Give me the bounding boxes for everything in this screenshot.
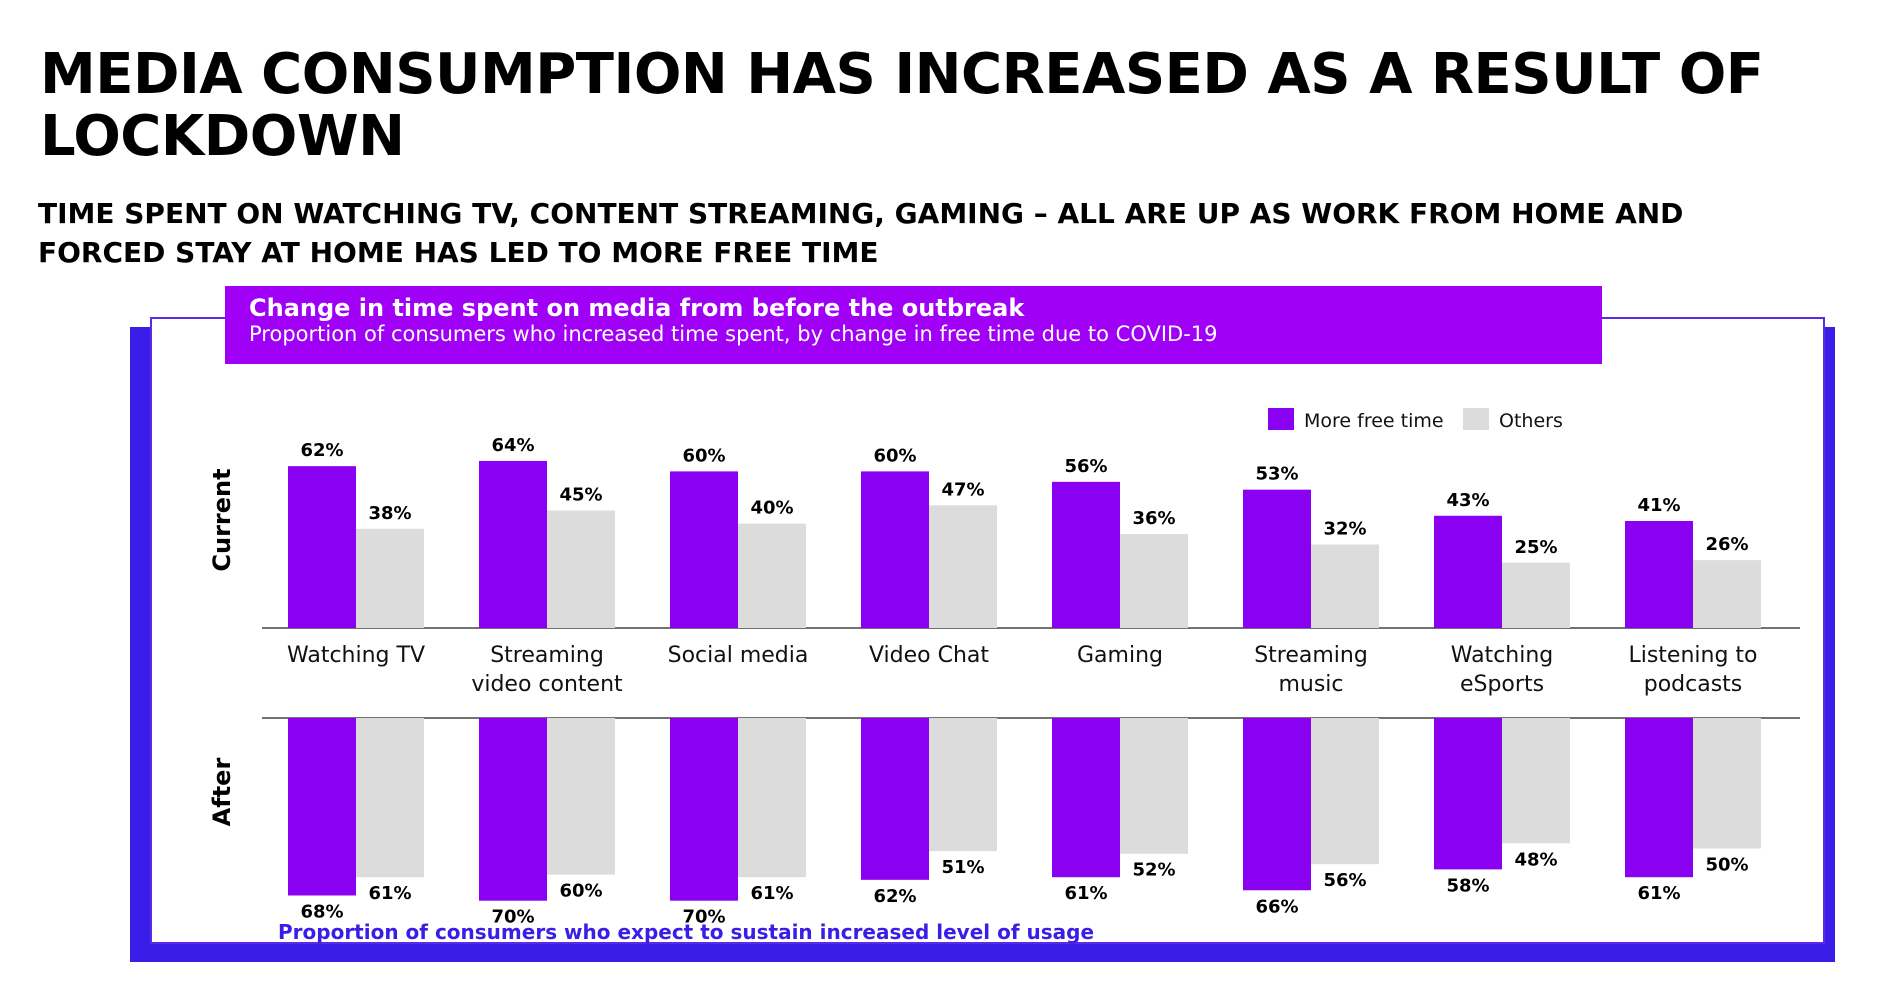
data-label-after: 68% xyxy=(300,901,343,922)
data-label-after: 70% xyxy=(491,907,534,928)
category-label: Listening to xyxy=(1628,643,1757,668)
page-title: MEDIA CONSUMPTION HAS INCREASED AS A RES… xyxy=(40,42,1764,169)
data-label-after: 66% xyxy=(1255,896,1298,917)
bar-after-more-free-time xyxy=(670,718,738,901)
data-label-after: 60% xyxy=(559,881,602,902)
data-label-current: 32% xyxy=(1323,518,1366,539)
data-label-current: 64% xyxy=(491,435,534,456)
bar-after-others xyxy=(547,718,615,875)
data-label-after: 62% xyxy=(873,886,916,907)
data-label-after: 61% xyxy=(1064,883,1107,904)
legend-swatch-more-free-time xyxy=(1268,408,1294,430)
data-label-current: 26% xyxy=(1705,534,1748,555)
data-label-after: 52% xyxy=(1132,860,1175,881)
data-label-current: 36% xyxy=(1132,508,1175,529)
chart-header: Change in time spent on media from befor… xyxy=(225,286,1602,364)
chart-subtitle: Proportion of consumers who increased ti… xyxy=(249,322,1218,346)
bar-current-others xyxy=(1311,544,1379,628)
category-label: Watching xyxy=(1451,643,1554,668)
data-label-current: 47% xyxy=(941,479,984,500)
bar-after-more-free-time xyxy=(1434,718,1502,870)
bar-current-others xyxy=(547,510,615,628)
bar-current-others xyxy=(1120,534,1188,628)
bar-current-more-free-time xyxy=(670,471,738,628)
bar-after-others xyxy=(929,718,997,852)
bar-after-more-free-time xyxy=(1052,718,1120,878)
bar-current-others xyxy=(356,528,424,628)
bar-current-more-free-time xyxy=(861,471,929,628)
panel-label-after: After xyxy=(208,758,236,827)
category-label: Video Chat xyxy=(869,643,989,668)
bar-current-others xyxy=(1693,560,1761,628)
data-label-current: 45% xyxy=(559,485,602,506)
data-label-after: 70% xyxy=(682,907,725,928)
data-label-current: 25% xyxy=(1514,537,1557,558)
data-label-after: 51% xyxy=(941,857,984,878)
category-label: Streaming xyxy=(1254,643,1368,668)
category-label: Streaming xyxy=(490,643,604,668)
page-subtitle: TIME SPENT ON WATCHING TV, CONTENT STREA… xyxy=(38,197,1684,269)
bar-after-others xyxy=(1120,718,1188,854)
data-label-current: 38% xyxy=(368,503,411,524)
bar-after-more-free-time xyxy=(861,718,929,880)
category-label: eSports xyxy=(1460,672,1544,697)
bar-current-others xyxy=(929,505,997,628)
data-label-current: 60% xyxy=(873,445,916,466)
bar-after-others xyxy=(1311,718,1379,865)
data-label-current: 40% xyxy=(750,498,793,519)
data-label-after: 50% xyxy=(1705,855,1748,876)
category-label: video content xyxy=(471,672,623,697)
data-label-current: 62% xyxy=(300,440,343,461)
bar-current-more-free-time xyxy=(479,460,547,628)
data-label-current: 56% xyxy=(1064,456,1107,477)
bar-after-more-free-time xyxy=(1625,718,1693,878)
bar-current-more-free-time xyxy=(1625,520,1693,628)
data-label-current: 41% xyxy=(1637,495,1680,516)
bar-after-others xyxy=(1693,718,1761,849)
data-label-current: 53% xyxy=(1255,464,1298,485)
data-label-after: 61% xyxy=(368,883,411,904)
bar-after-others xyxy=(356,718,424,878)
bar-current-more-free-time xyxy=(1434,515,1502,628)
legend-swatch-others xyxy=(1463,408,1489,430)
data-label-after: 61% xyxy=(1637,883,1680,904)
data-label-after: 48% xyxy=(1514,849,1557,870)
bar-current-more-free-time xyxy=(1052,481,1120,628)
bar-current-more-free-time xyxy=(288,466,356,628)
data-label-after: 56% xyxy=(1323,870,1366,891)
category-label: Watching TV xyxy=(287,643,425,668)
bar-current-others xyxy=(1502,562,1570,628)
bar-current-others xyxy=(738,523,806,628)
category-label: podcasts xyxy=(1644,672,1743,697)
legend-label-others: Others xyxy=(1499,410,1563,432)
bar-after-others xyxy=(1502,718,1570,844)
bar-after-more-free-time xyxy=(479,718,547,901)
category-label: Social media xyxy=(668,643,809,668)
data-label-after: 61% xyxy=(750,883,793,904)
chart-footnote: Proportion of consumers who expect to su… xyxy=(278,920,1095,944)
bar-after-others xyxy=(738,718,806,878)
bar-after-more-free-time xyxy=(1243,718,1311,891)
bar-after-more-free-time xyxy=(288,718,356,896)
data-label-current: 43% xyxy=(1446,490,1489,511)
category-label: Gaming xyxy=(1077,643,1163,668)
legend-label-more-free-time: More free time xyxy=(1304,410,1444,432)
chart-title: Change in time spent on media from befor… xyxy=(249,294,1025,322)
bar-current-more-free-time xyxy=(1243,489,1311,628)
data-label-current: 60% xyxy=(682,445,725,466)
category-label: music xyxy=(1278,672,1343,697)
panel-label-current: Current xyxy=(208,468,236,571)
data-label-after: 58% xyxy=(1446,875,1489,896)
